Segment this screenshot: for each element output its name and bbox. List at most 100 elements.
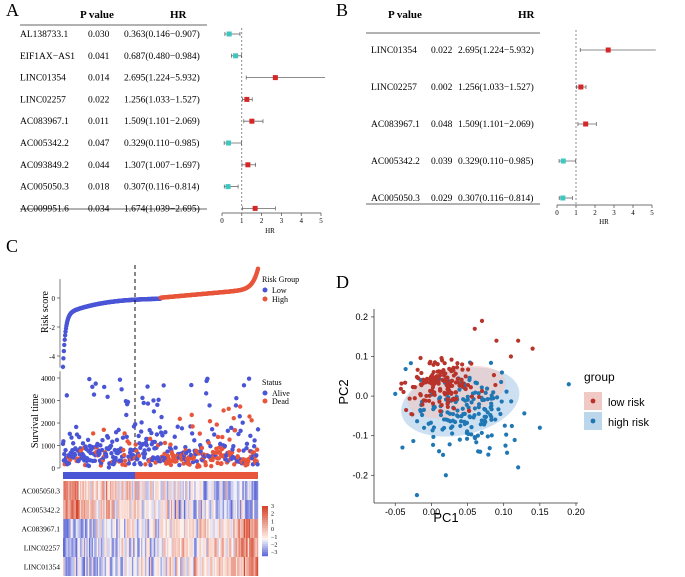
heatmap-cell [89, 519, 91, 538]
pca-high-risk-point [488, 360, 494, 365]
heatmap-cell [137, 538, 139, 557]
survival-point [177, 462, 182, 468]
survival-point [229, 425, 234, 431]
survival-point [248, 433, 253, 439]
heatmap-cell [108, 557, 110, 576]
heatmap-cell [213, 538, 216, 557]
heatmap-cell [168, 538, 170, 557]
survival-point [133, 422, 138, 427]
heatmap-cell [129, 481, 131, 500]
heatmap-cell [78, 538, 81, 557]
heatmap-cell [143, 519, 146, 538]
heatmap-cell [230, 481, 233, 500]
pca-high-risk-point [471, 415, 476, 420]
heatmap-gene-label: LINC02257 [24, 544, 60, 553]
heatmap-cell [168, 557, 170, 576]
survival-point [69, 435, 74, 440]
pca-low-risk-point [423, 398, 428, 403]
pca-high-risk-point [474, 440, 479, 445]
forest-x-tick-label: 5 [650, 209, 654, 217]
heatmap-cell [113, 519, 116, 538]
heatmap-cell [87, 500, 90, 519]
pca-high-risk-point [480, 397, 485, 403]
heatmap-cell [245, 519, 247, 538]
heatmap-cell [160, 500, 162, 519]
heatmap-cell [65, 500, 68, 519]
heatmap-cell [178, 481, 181, 500]
pca-high-risk-point [441, 417, 447, 422]
heatmap-cell [70, 538, 73, 557]
heatmap-cell [220, 519, 222, 538]
heatmap-cell [194, 538, 196, 557]
heatmap-cell [254, 500, 256, 519]
heatmap-cell [138, 557, 140, 576]
heatmap-cell [160, 519, 162, 538]
colorbar-tick-label: 2 [271, 512, 274, 518]
heatmap-cell [87, 557, 90, 576]
heatmap-cell [193, 538, 195, 557]
heatmap-cell [193, 519, 195, 538]
survival-point [255, 427, 261, 432]
survival-point [157, 425, 163, 430]
heatmap-cell [113, 557, 116, 576]
pca-low-risk-point [516, 338, 521, 343]
panel-b-forest-plot: B P value HR LINC01354 0.022 2.695(1.224−5… [336, 0, 656, 226]
heatmap-cell [195, 519, 198, 538]
heatmap-cell [69, 481, 71, 500]
heatmap-cell [215, 481, 217, 500]
heatmap-cell [156, 481, 159, 500]
heatmap-cell [134, 557, 136, 576]
heatmap-cell [167, 481, 169, 500]
survival-point [232, 428, 238, 433]
pca-high-risk-point [450, 418, 456, 423]
pca-low-risk-point [479, 388, 485, 394]
pca-high-risk-point [512, 437, 517, 443]
survival-point [101, 427, 106, 432]
heatmap-cell [155, 557, 157, 576]
survival-point [125, 399, 131, 405]
heatmap-cell [151, 519, 153, 538]
heatmap-cell [206, 500, 208, 519]
heatmap-cell [107, 500, 109, 519]
heatmap-cell [72, 557, 74, 576]
forest-pvalue: 0.048 [431, 120, 453, 130]
colorbar-segment [262, 536, 268, 539]
heatmap-cell [133, 481, 135, 500]
heatmap-cell [135, 481, 138, 500]
pca-high-risk-point [450, 411, 456, 417]
heatmap-cell [79, 500, 82, 519]
panel-a-header-hr: HR [170, 9, 188, 21]
heatmap-cell [139, 519, 142, 538]
heatmap-cell [131, 557, 134, 576]
heatmap-cell [142, 500, 144, 519]
heatmap-cell [76, 500, 78, 519]
heatmap-cell [215, 519, 217, 538]
heatmap-cell [241, 481, 243, 500]
pca-high-risk-point [393, 391, 398, 396]
heatmap-cell [246, 481, 248, 500]
heatmap-cell [104, 500, 107, 519]
risk-legend-low-dot [262, 287, 268, 293]
heatmap-cell [163, 519, 165, 538]
heatmap-cell [186, 538, 188, 557]
pca-low-risk-point [463, 386, 468, 392]
pca-high-risk-point [482, 406, 487, 412]
survival-point [241, 448, 246, 453]
colorbar-segment [262, 528, 268, 531]
heatmap-cell [163, 538, 165, 557]
heatmap-cell [148, 538, 151, 557]
heatmap-cell [228, 500, 230, 519]
heatmap-cell [68, 538, 70, 557]
heatmap-cell [131, 538, 134, 557]
survival-point [116, 427, 121, 433]
survival-point [70, 441, 76, 446]
heatmap-cell [177, 481, 179, 500]
heatmap-cell [174, 500, 177, 519]
heatmap-cell [81, 500, 83, 519]
heatmap-cell [164, 519, 166, 538]
survival-point [189, 412, 194, 418]
pca-high-risk-point [472, 406, 478, 411]
pca-low-risk-point [430, 401, 436, 406]
heatmap-cell [91, 538, 94, 557]
survival-point [254, 453, 259, 458]
